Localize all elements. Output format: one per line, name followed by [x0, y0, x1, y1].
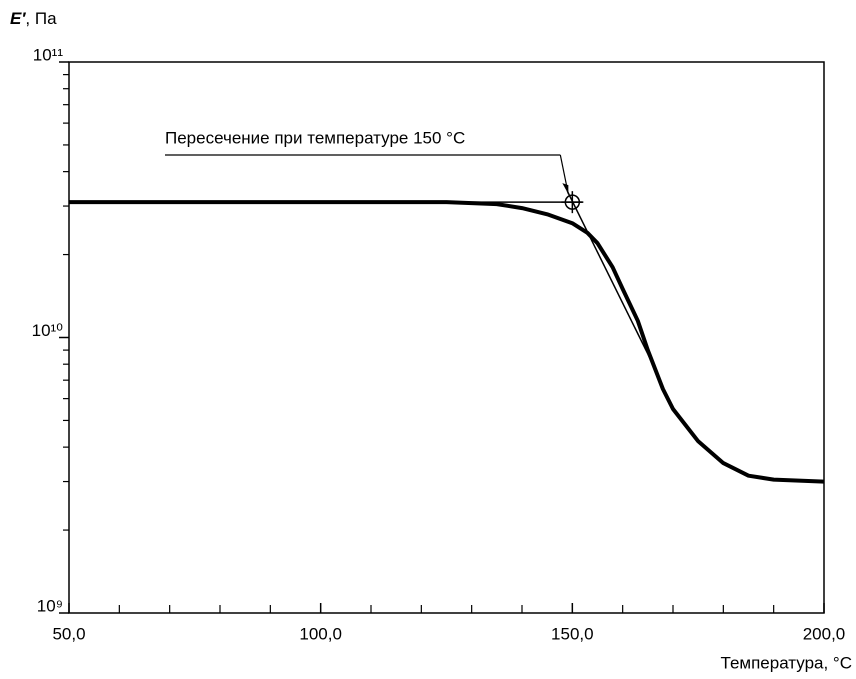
y-label-symbol: E′	[10, 9, 26, 28]
data-line	[69, 200, 825, 484]
leader-arrow	[562, 183, 569, 195]
y-tick-label: 10⁹	[37, 596, 63, 615]
annotation-text: Пересечение при температуре 150 °C	[165, 128, 465, 147]
y-label-unit: , Па	[25, 9, 57, 28]
x-axis-label: Температура, °C	[721, 653, 852, 672]
x-tick-label: 200,0	[803, 624, 846, 643]
x-tick-label: 50,0	[52, 624, 85, 643]
tangent-line	[566, 190, 654, 365]
y-tick-label: 10¹⁰	[32, 321, 64, 340]
x-tick-label: 100,0	[299, 624, 342, 643]
y-tick-label: 10¹¹	[33, 45, 64, 64]
x-tick-label: 150,0	[551, 624, 594, 643]
y-axis-label: E′, Па	[10, 9, 57, 28]
